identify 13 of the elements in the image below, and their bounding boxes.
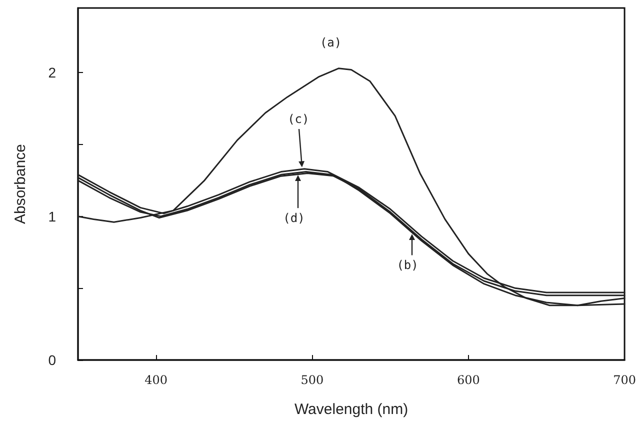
y-tick-label: 1	[48, 208, 56, 224]
series-label: (a)	[320, 35, 342, 50]
y-tick-label: 2	[48, 64, 56, 81]
x-axis-title: Wavelength (nm)	[294, 401, 408, 418]
legend-label: (b)	[396, 258, 418, 272]
y-axis-title: Absorbance	[12, 144, 29, 224]
x-tick-label: 400	[144, 373, 168, 387]
text: (d)	[283, 210, 305, 225]
text: (c)	[288, 112, 310, 126]
y-tick-label: 0	[48, 352, 56, 368]
x-tick-label: 700	[613, 373, 636, 387]
x-tick-label: 600	[456, 373, 480, 387]
x-tick-label: 500	[300, 373, 324, 387]
